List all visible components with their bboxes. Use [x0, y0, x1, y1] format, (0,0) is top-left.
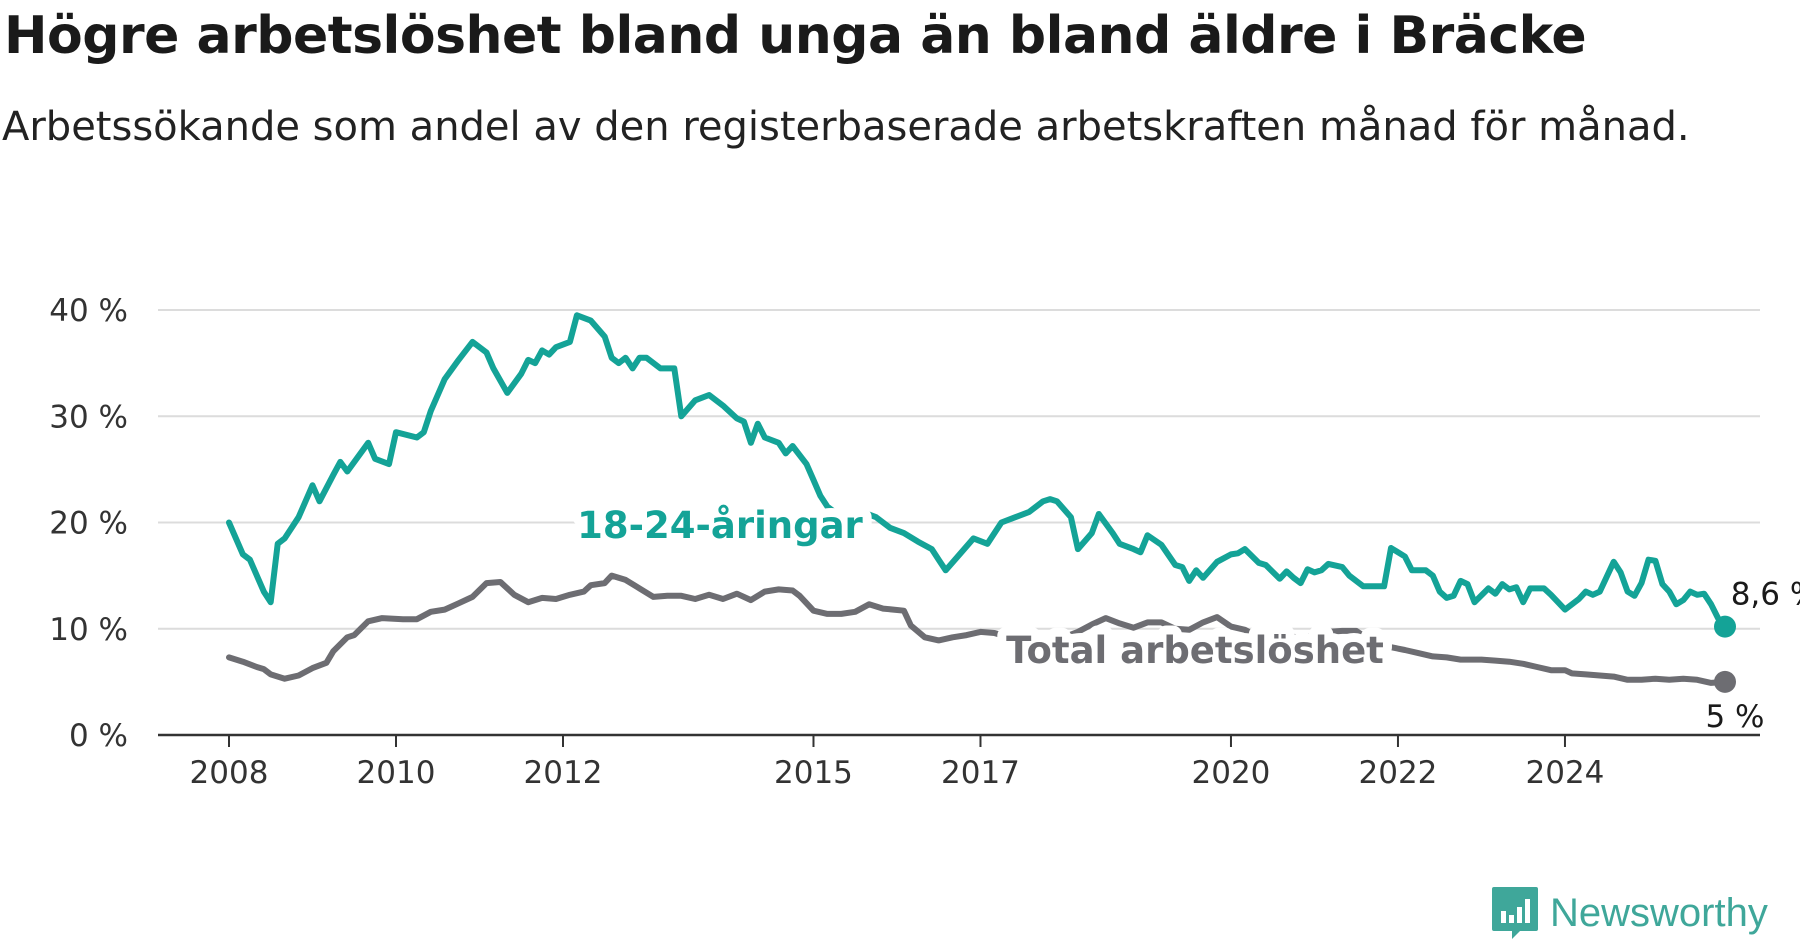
series-label-halo-total: Total arbetslöshet	[1006, 629, 1384, 672]
brand-name: Newsworthy	[1550, 890, 1768, 935]
series-label-halo-youth: 18-24-åringar	[577, 504, 863, 547]
x-tick-label: 2015	[774, 755, 853, 791]
y-tick-label: 20 %	[49, 506, 128, 542]
end-value-label-total: 5 %	[1705, 699, 1764, 735]
series-line-total	[226, 572, 1728, 686]
series-end-marker-total	[1714, 670, 1736, 693]
x-tick-label: 2008	[190, 755, 269, 791]
brand-logo: Newsworthy	[1490, 885, 1768, 941]
x-tick-label: 2010	[357, 755, 436, 791]
series-group	[226, 312, 1736, 693]
grid-lines	[158, 309, 1760, 630]
y-tick-label: 30 %	[49, 399, 128, 435]
x-tick-label: 2017	[941, 755, 1020, 791]
series-labels: 5 %8,6 %18-24-åringar18-24-åringarTotal …	[568, 495, 1800, 735]
x-axis-ticks: 2008 2010 2012 2015 2017 2020 2022 2024	[190, 735, 1605, 791]
end-value-label-youth: 8,6 %	[1731, 577, 1800, 613]
x-tick-label: 2022	[1359, 755, 1438, 791]
series-label-total: Total arbetslöshet	[1006, 629, 1384, 672]
y-tick-label: 40 %	[49, 293, 128, 329]
chart-subtitle: Arbetssökande som andel av den registerb…	[2, 104, 1690, 150]
y-tick-label: 0 %	[69, 718, 128, 754]
series-end-marker-youth	[1714, 615, 1736, 638]
x-tick-label: 2012	[524, 755, 603, 791]
x-tick-label: 2020	[1192, 755, 1271, 791]
series-line-youth	[226, 312, 1728, 630]
series-label-youth: 18-24-åringar	[577, 504, 863, 547]
chart-title: Högre arbetslöshet bland unga än bland ä…	[4, 6, 1587, 66]
y-tick-label: 10 %	[49, 612, 128, 648]
x-tick-label: 2024	[1526, 755, 1605, 791]
y-axis-ticks: 0 % 10 % 20 % 30 % 40 %	[49, 293, 128, 754]
newsworthy-logo-icon	[1492, 887, 1538, 939]
